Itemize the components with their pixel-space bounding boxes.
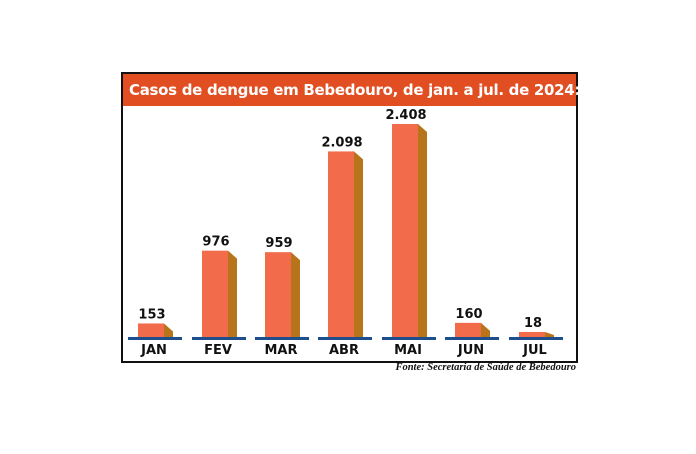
value-label: 2.098 (321, 135, 362, 150)
bar (138, 323, 164, 337)
value-label: 18 (524, 316, 542, 331)
bar (265, 252, 291, 337)
category-label: JAN (140, 343, 167, 358)
bar-side (228, 250, 237, 337)
value-label: 2.408 (385, 108, 426, 123)
bar-side (545, 332, 554, 337)
bar-side (481, 322, 490, 337)
baseline-segment (382, 337, 436, 340)
value-label: 153 (138, 307, 165, 322)
bar (202, 250, 228, 337)
category-label: MAR (264, 343, 297, 358)
value-label: 160 (455, 307, 482, 322)
source-note: Fonte: Secretaria de Saúde de Bebedouro (395, 362, 576, 373)
bar (328, 151, 354, 337)
bar (392, 124, 418, 337)
chart-frame: Casos de dengue em Bebedouro, de jan. a … (121, 72, 631, 363)
bar-side (354, 151, 363, 337)
baseline-segment (255, 337, 309, 340)
value-label: 959 (265, 236, 292, 251)
chart-title: Casos de dengue em Bebedouro, de jan. a … (123, 74, 631, 106)
category-label: JUN (457, 343, 484, 358)
baseline-segment (128, 337, 182, 340)
category-label: FEV (204, 343, 232, 358)
category-label: ABR (329, 343, 359, 358)
bar (519, 332, 545, 337)
bar (455, 322, 481, 337)
baseline-segment (445, 337, 499, 340)
value-label: 976 (202, 235, 229, 250)
baseline-segment (318, 337, 372, 340)
category-label: MAI (394, 343, 422, 358)
category-label: JUL (522, 343, 547, 358)
bar-side (291, 252, 300, 337)
bar-side (418, 124, 427, 337)
bar-side (164, 323, 173, 337)
baseline-segment (192, 337, 246, 340)
baseline-segment (509, 337, 563, 340)
